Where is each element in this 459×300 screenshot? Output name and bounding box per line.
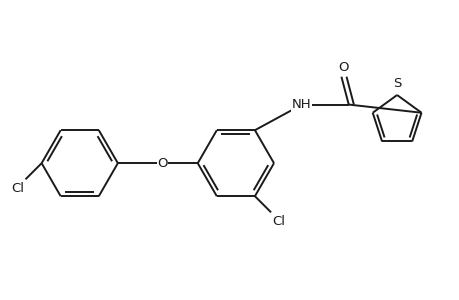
Text: O: O <box>338 61 348 74</box>
Text: O: O <box>157 157 168 170</box>
Text: NH: NH <box>291 98 311 111</box>
Text: S: S <box>392 77 400 90</box>
Text: Cl: Cl <box>11 182 25 195</box>
Text: Cl: Cl <box>272 215 285 228</box>
